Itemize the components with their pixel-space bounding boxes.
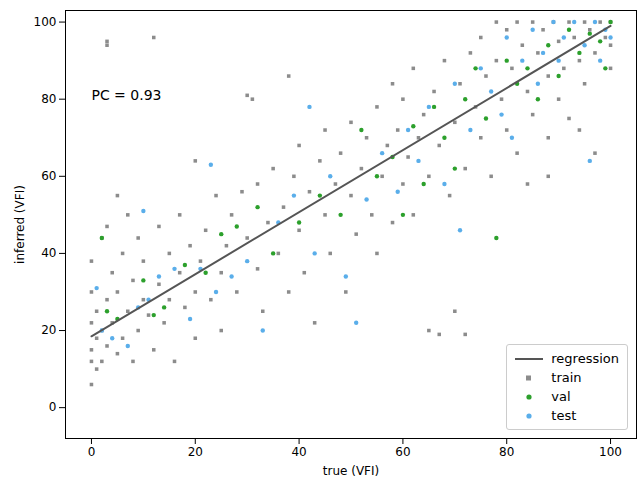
html-text:train: train xyxy=(551,370,582,385)
svg-text:20: 20 xyxy=(41,323,56,337)
html-text:test: test xyxy=(551,408,577,423)
svg-text:PC = 0.93: PC = 0.93 xyxy=(91,87,161,103)
svg-text:true (VFI): true (VFI) xyxy=(323,464,379,478)
svg-text:100: 100 xyxy=(34,15,57,29)
svg-text:60: 60 xyxy=(41,169,56,183)
svg-text:80: 80 xyxy=(41,92,56,106)
svg-text:inferred (VFI): inferred (VFI) xyxy=(13,185,27,264)
html-text:val: val xyxy=(551,389,571,404)
svg-text:0: 0 xyxy=(49,400,57,414)
svg-text:0: 0 xyxy=(88,445,96,459)
svg-text:60: 60 xyxy=(395,445,410,459)
svg-text:20: 20 xyxy=(188,445,203,459)
html-text:regression: regression xyxy=(551,351,619,366)
svg-text:40: 40 xyxy=(291,445,306,459)
svg-text:40: 40 xyxy=(41,246,56,260)
svg-text:80: 80 xyxy=(499,445,514,459)
svg-text:100: 100 xyxy=(599,445,622,459)
